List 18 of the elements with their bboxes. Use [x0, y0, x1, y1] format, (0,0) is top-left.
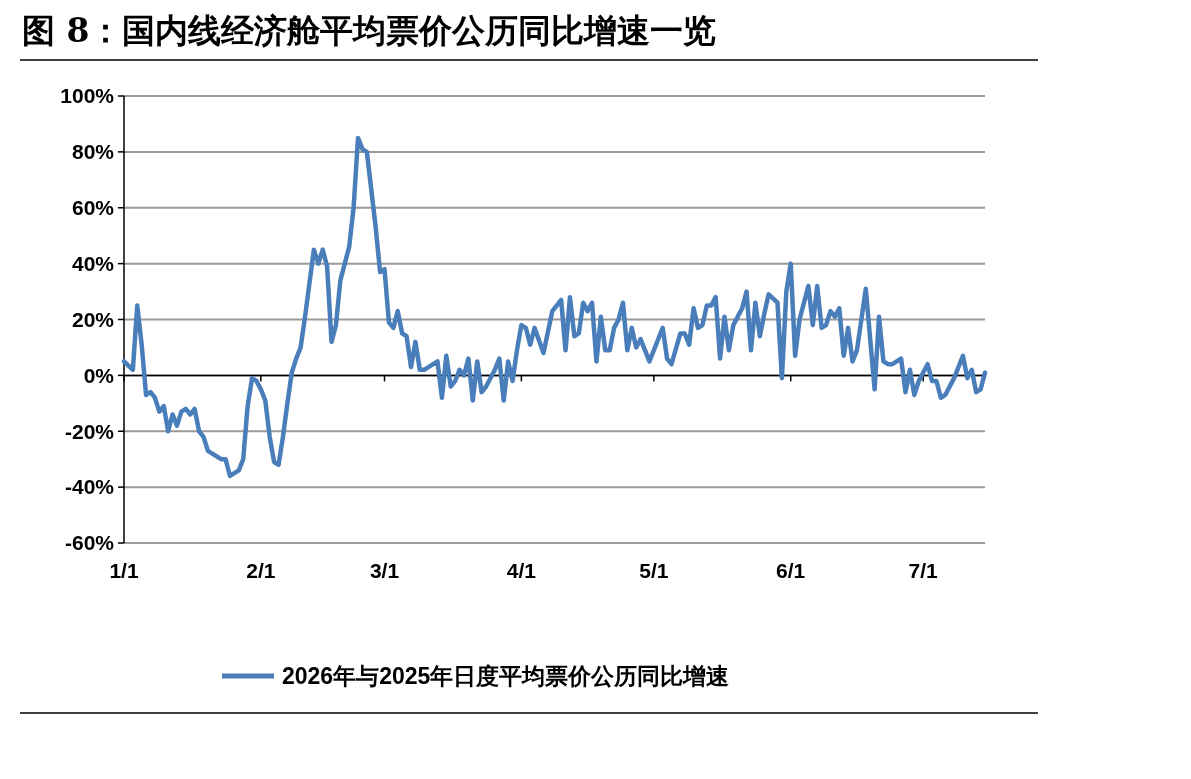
- y-tick-label: 40%: [71, 251, 115, 275]
- x-tick-label: 5/1: [639, 559, 669, 582]
- legend-label: 2026年与2025年日度平均票价公历同比增速: [282, 663, 730, 690]
- x-tick-label: 2/1: [246, 559, 276, 582]
- y-tick-label: -20%: [64, 419, 115, 443]
- x-tick-label: 1/1: [109, 559, 139, 582]
- y-tick-label: 100%: [60, 84, 115, 108]
- y-tick-label: 0%: [83, 363, 115, 387]
- x-tick-label: 4/1: [506, 559, 537, 582]
- y-tick-label: -60%: [64, 531, 115, 555]
- y-tick-label: -40%: [64, 475, 115, 499]
- x-tick-label: 6/1: [776, 559, 806, 582]
- y-tick-label: 60%: [71, 196, 115, 220]
- y-tick-label: 80%: [71, 140, 115, 164]
- chart-title: 图 8：国内线经济舱平均票价公历同比增速一览: [22, 11, 717, 50]
- y-tick-label: 20%: [71, 307, 115, 331]
- x-tick-label: 7/1: [908, 559, 939, 582]
- x-tick-label: 3/1: [369, 559, 400, 582]
